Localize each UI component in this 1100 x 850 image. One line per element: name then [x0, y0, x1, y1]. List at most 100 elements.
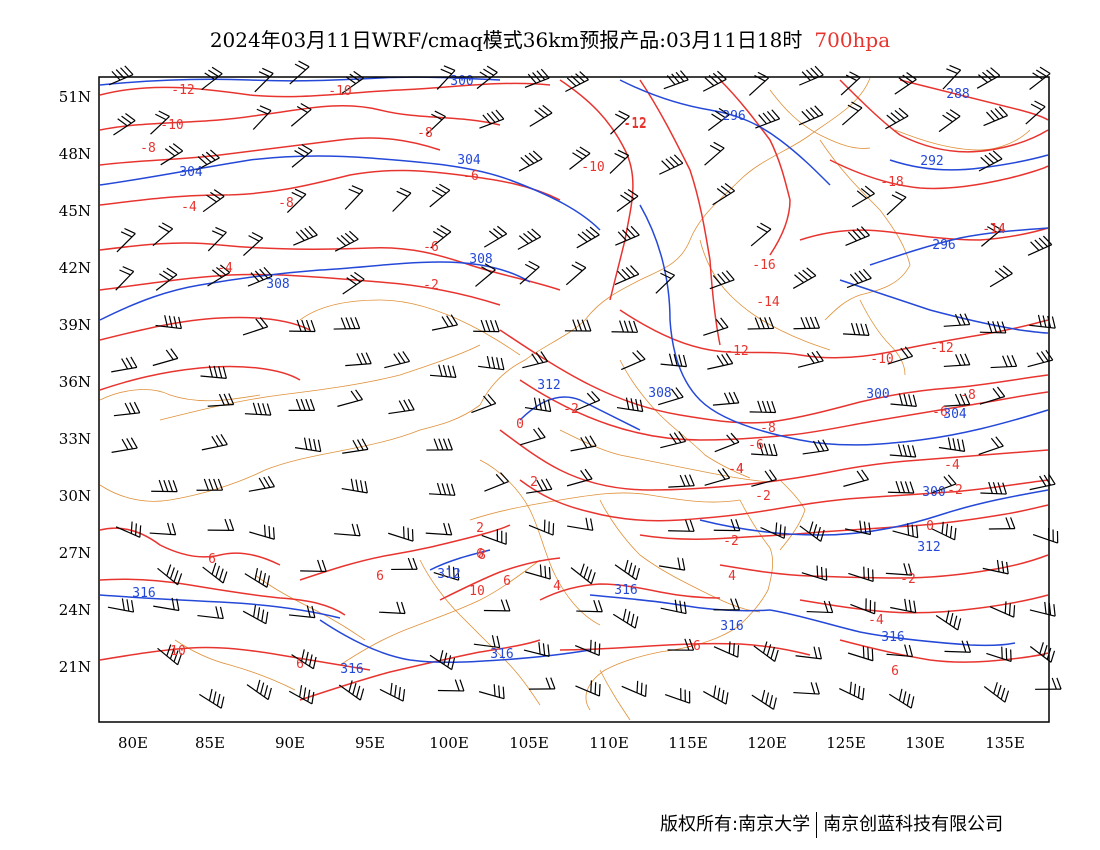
wind-barb [207, 264, 231, 287]
height-label: 316 [340, 662, 363, 677]
wind-barb [748, 71, 769, 96]
wind-barb [615, 225, 640, 246]
wind-barb [290, 102, 312, 127]
temp-label: 2 [476, 521, 484, 536]
wind-barb [714, 432, 740, 453]
height-label: 316 [881, 630, 904, 645]
temp-label: -2 [563, 402, 579, 417]
wind-barb [155, 315, 182, 330]
lat-label: 30N [59, 487, 91, 505]
wind-barb [713, 519, 741, 532]
wind-barb [196, 149, 220, 171]
wind-barb [660, 353, 688, 368]
wind-barb [614, 559, 640, 581]
wind-barb [713, 641, 740, 658]
credit-right: 南京创蓝科技有限公司 [823, 814, 1004, 835]
wind-barb [793, 316, 821, 330]
wind-barb [1027, 235, 1053, 256]
wind-barb [115, 521, 142, 538]
wind-barb [751, 443, 778, 457]
lon-label: 120E [747, 734, 787, 752]
wind-barb [938, 109, 961, 133]
wind-barb [337, 389, 364, 407]
wind-barb [151, 479, 178, 493]
lon-label: 80E [118, 734, 148, 752]
height-label: 304 [457, 153, 481, 168]
wind-barb [570, 563, 596, 585]
wind-barb [391, 557, 418, 571]
wind-barb [707, 353, 734, 370]
wind-barb [935, 610, 962, 631]
lon-label: 135E [985, 734, 1025, 752]
wind-barb [430, 225, 452, 249]
wind-barb [207, 393, 235, 407]
wind-barb [526, 478, 553, 494]
wind-barb [344, 185, 364, 210]
wind-barb [426, 438, 453, 451]
wind-barb [842, 101, 863, 126]
temp-label: -6 [423, 240, 439, 255]
height-label: 316 [720, 619, 743, 634]
height-label: 304 [179, 165, 203, 180]
temp-label: 0 [926, 519, 934, 534]
wind-barb [517, 228, 542, 250]
wind-barb [338, 680, 365, 701]
wind-barb [575, 680, 601, 697]
map-frame [98, 76, 1050, 723]
wind-barb [850, 598, 876, 615]
wind-barb [342, 438, 369, 454]
lat-label: 21N [59, 658, 91, 676]
wind-barb [244, 402, 272, 416]
wind-barb [570, 435, 597, 452]
wind-barb [892, 523, 919, 539]
wind-barb [703, 317, 729, 336]
wind-barb [201, 434, 228, 451]
height-label: 316 [490, 647, 513, 662]
wind-barb [333, 317, 361, 330]
height-label: 316 [614, 583, 637, 598]
wind-barb [288, 685, 315, 705]
wind-barb [342, 271, 365, 295]
wind-barb [621, 350, 646, 371]
height-contours [99, 76, 1049, 664]
wind-barb [107, 598, 135, 613]
height-label: 304 [943, 407, 967, 422]
wind-barb [520, 427, 546, 446]
wind-barb [988, 517, 1016, 530]
temp-label: -6 [748, 438, 764, 453]
wind-barb [524, 397, 552, 413]
temp-label: -6 [685, 639, 701, 654]
height-label: 308 [648, 386, 671, 401]
lat-label: 36N [59, 373, 91, 391]
wind-barb [522, 351, 549, 369]
lon-label: 100E [429, 734, 469, 752]
wind-barb [931, 521, 957, 541]
wind-barb [802, 439, 829, 455]
lat-label: 39N [59, 316, 91, 334]
wind-barb [667, 638, 695, 651]
lat-label: 48N [59, 145, 91, 163]
temp-label: -4 [728, 462, 744, 477]
wind-barb [760, 522, 786, 539]
wind-barb [844, 520, 872, 536]
chart-title: 2024年03月11日WRF/cmaq模式36km预报产品:03月11日18时 7… [0, 24, 1100, 53]
wind-barb [668, 519, 695, 532]
wind-barb [943, 393, 971, 407]
wind-barb [200, 365, 227, 379]
wind-barb [887, 480, 915, 494]
wind-barb [1032, 527, 1059, 544]
credit-separator [816, 812, 818, 838]
temp-label: -6 [932, 405, 948, 420]
wind-barb [944, 640, 972, 653]
wind-barb [429, 650, 456, 671]
height-label: 312 [437, 567, 460, 582]
wind-barb [475, 263, 496, 287]
temp-label: -4 [868, 613, 884, 628]
wind-barb [293, 225, 318, 246]
wind-barb [839, 681, 865, 701]
wind-barb [889, 444, 917, 458]
wind-barb [943, 353, 971, 368]
wind-barb [851, 185, 875, 208]
wind-barb [1029, 66, 1051, 90]
wind-barb [890, 393, 917, 408]
